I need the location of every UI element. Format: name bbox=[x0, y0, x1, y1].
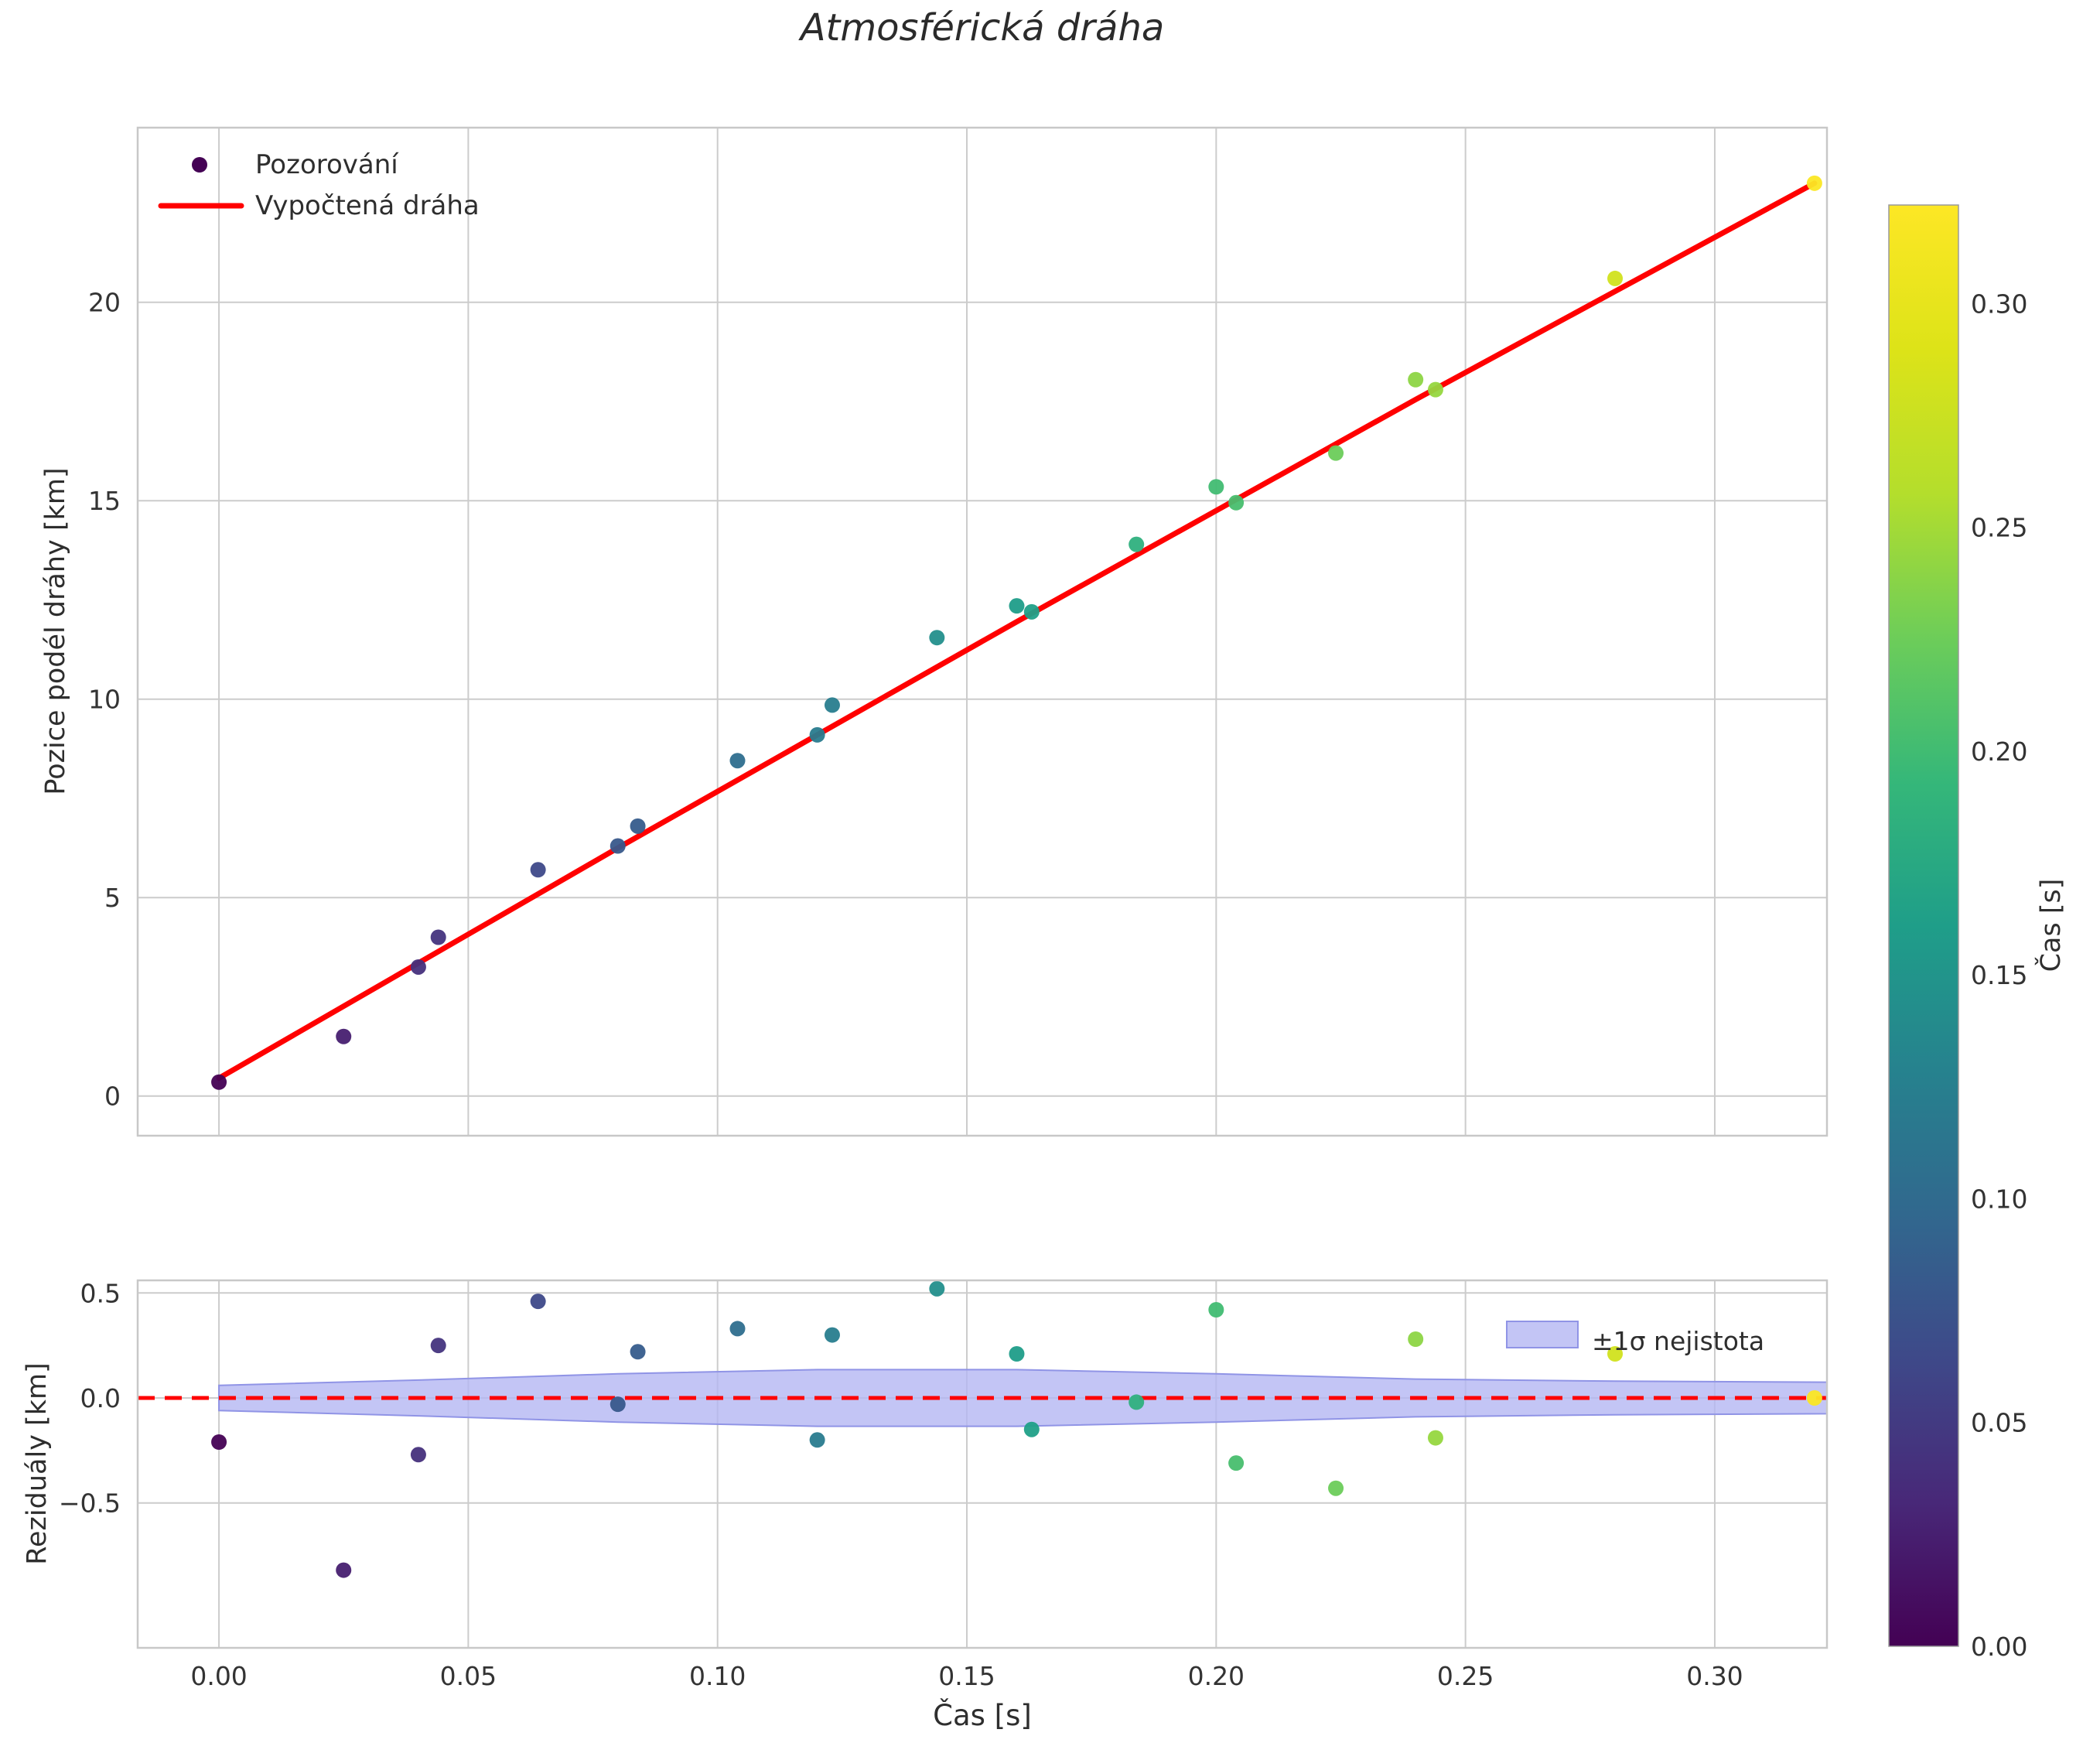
colorbar-label: Čas [s] bbox=[2036, 878, 2067, 972]
x-axis-label: Čas [s] bbox=[933, 1699, 1032, 1732]
tick-label: 0.25 bbox=[1971, 513, 2027, 543]
residual-point bbox=[1427, 1430, 1443, 1446]
residual-point bbox=[1129, 1394, 1145, 1410]
tick-label: 0.25 bbox=[1437, 1661, 1494, 1691]
data-point bbox=[336, 1028, 352, 1044]
residual-point bbox=[610, 1396, 626, 1413]
residual-point bbox=[530, 1294, 546, 1310]
legend-label-observations: Pozorování bbox=[255, 149, 398, 180]
residual-point bbox=[1328, 1480, 1344, 1496]
data-point bbox=[211, 1074, 227, 1090]
residual-point bbox=[1208, 1302, 1224, 1318]
residual-point bbox=[1023, 1421, 1040, 1437]
legend-label-uncertainty-band: ±1σ nejistota bbox=[1592, 1326, 1765, 1356]
tick-label: 0.20 bbox=[1188, 1661, 1245, 1691]
data-point bbox=[630, 818, 646, 834]
tick-label: 0.00 bbox=[1971, 1632, 2027, 1662]
data-point bbox=[1408, 371, 1424, 388]
legend-band-patch bbox=[1506, 1321, 1579, 1348]
residual-point bbox=[729, 1321, 746, 1337]
legend-marker-observations bbox=[192, 157, 207, 173]
tick-label: 5 bbox=[104, 883, 121, 913]
residual-point bbox=[1607, 1346, 1624, 1362]
data-point bbox=[1208, 479, 1224, 495]
residual-point bbox=[211, 1434, 227, 1450]
data-point bbox=[809, 726, 825, 743]
residual-point bbox=[1009, 1346, 1025, 1362]
tick-label: 0.00 bbox=[190, 1661, 247, 1691]
residual-point bbox=[1408, 1331, 1424, 1347]
colorbar bbox=[1889, 205, 1958, 1646]
data-point bbox=[1009, 598, 1025, 614]
data-point bbox=[530, 862, 546, 878]
tick-label: 10 bbox=[88, 685, 121, 715]
axes-border bbox=[136, 1279, 1829, 1649]
data-point bbox=[729, 753, 746, 769]
tick-label: 0.10 bbox=[689, 1661, 746, 1691]
axes-background bbox=[138, 128, 1827, 1136]
residual-y-axis-label: Reziduály [km] bbox=[22, 1362, 53, 1565]
residual-point bbox=[929, 1280, 945, 1297]
fit-line bbox=[216, 180, 1818, 1082]
residual-point bbox=[336, 1562, 352, 1578]
main-y-axis-label: Pozice podél dráhy [km] bbox=[40, 467, 71, 795]
tick-label: 0.20 bbox=[1971, 737, 2027, 767]
chart-title: Atmosférická dráha bbox=[800, 6, 1165, 50]
axes-border bbox=[136, 126, 1829, 1137]
data-point bbox=[1228, 494, 1245, 511]
residual-point bbox=[430, 1338, 446, 1354]
data-point bbox=[929, 630, 945, 646]
tick-label: −0.5 bbox=[59, 1488, 121, 1519]
residual-point bbox=[824, 1327, 840, 1343]
tick-label: 0.30 bbox=[1686, 1661, 1743, 1691]
data-point bbox=[1129, 536, 1145, 552]
tick-label: 0.5 bbox=[80, 1278, 121, 1308]
tick-label: 0.15 bbox=[1971, 960, 2027, 990]
data-point bbox=[1607, 270, 1624, 286]
data-point bbox=[1328, 445, 1344, 461]
residual-point bbox=[630, 1344, 646, 1360]
data-point bbox=[1023, 603, 1040, 620]
tick-label: 0.0 bbox=[80, 1383, 121, 1413]
data-point bbox=[610, 838, 626, 854]
data-point bbox=[430, 929, 446, 945]
tick-label: 0.05 bbox=[440, 1661, 497, 1691]
residual-point bbox=[1806, 1390, 1822, 1406]
data-point bbox=[410, 959, 426, 975]
tick-label: 0.30 bbox=[1971, 289, 2027, 319]
tick-label: 0 bbox=[104, 1082, 121, 1112]
residual-point bbox=[1228, 1455, 1245, 1471]
data-point bbox=[1806, 175, 1822, 191]
data-point bbox=[1427, 381, 1443, 398]
tick-label: 0.05 bbox=[1971, 1408, 2027, 1438]
tick-label: 0.15 bbox=[938, 1661, 995, 1691]
residual-point bbox=[410, 1447, 426, 1463]
residual-point bbox=[809, 1432, 825, 1448]
colorbar-outline bbox=[1888, 204, 1959, 1647]
legend-label-fit-line: Vypočtená dráha bbox=[255, 190, 480, 221]
tick-label: 0.10 bbox=[1971, 1184, 2027, 1214]
data-point bbox=[824, 697, 840, 713]
tick-label: 20 bbox=[88, 288, 121, 318]
tick-label: 15 bbox=[88, 486, 121, 516]
